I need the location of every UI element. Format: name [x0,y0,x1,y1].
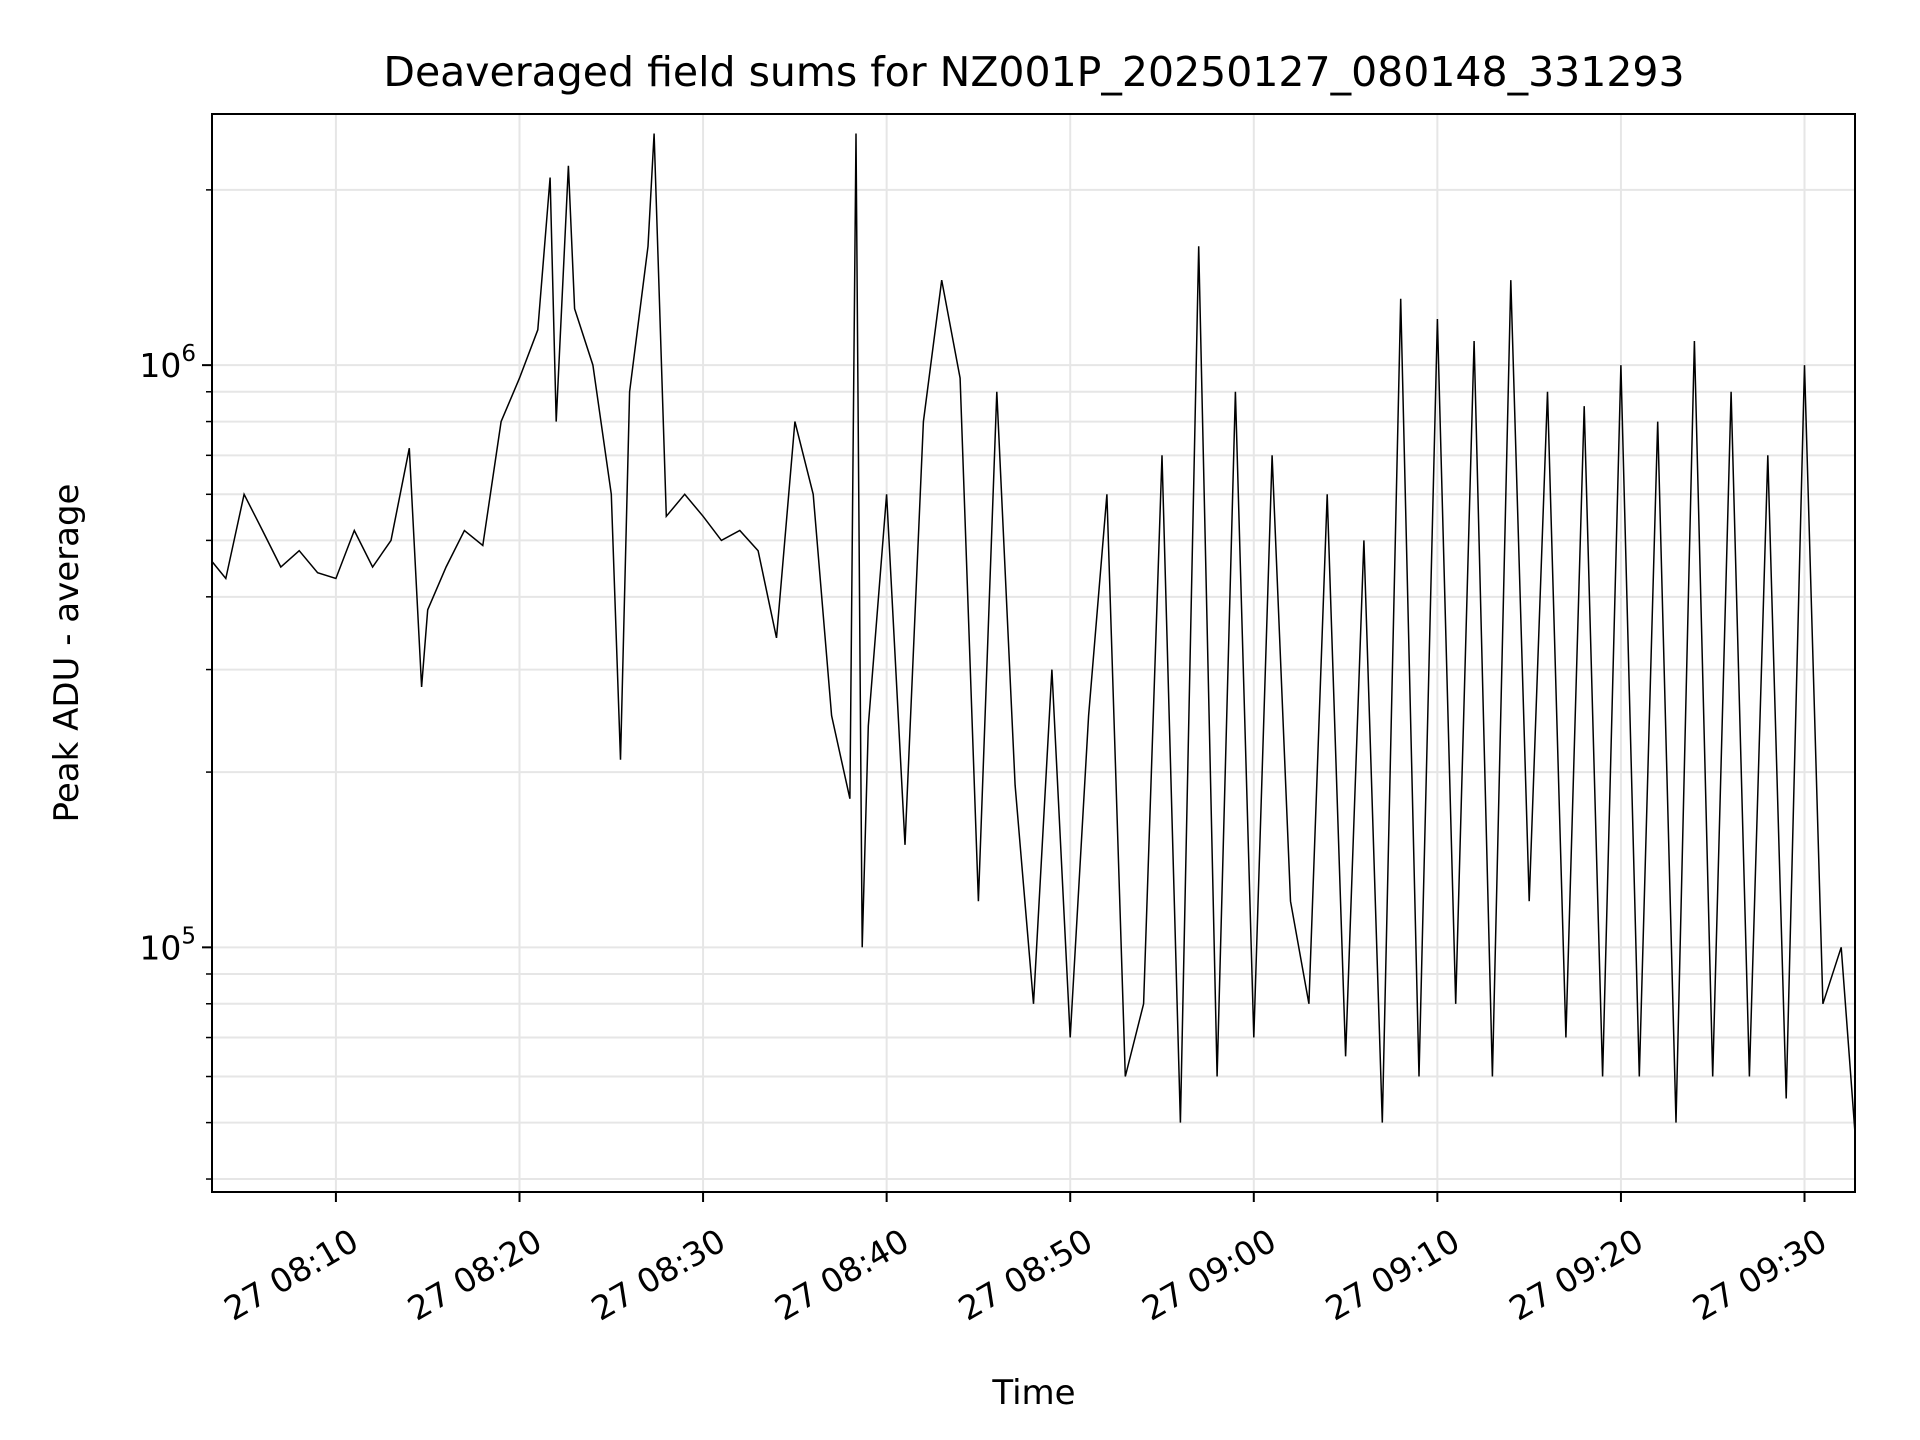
plot-frame [211,113,1856,1193]
series-line [211,133,1856,1133]
y-tick-label: 105 [139,923,196,967]
y-axis-label: Peak ADU - average [47,484,87,823]
plot-line-group [211,133,1856,1133]
chart-title: Deaveraged field sums for NZ001P_2025012… [383,48,1684,96]
y-tick-exponent: 6 [181,341,196,367]
x-axis-label: Time [991,1373,1075,1413]
y-tick-label: 106 [139,341,196,385]
grid [212,114,1855,1192]
y-tick-base: 10 [139,346,181,385]
y-tick-base: 10 [139,928,181,967]
y-tick-exponent: 5 [181,923,196,949]
